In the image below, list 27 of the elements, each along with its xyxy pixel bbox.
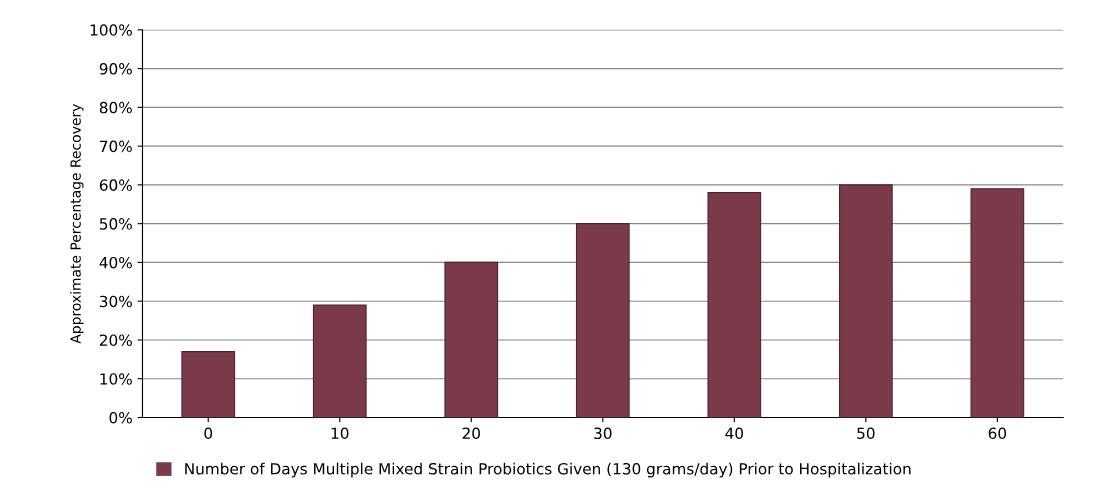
y-tick-label: 90% <box>99 63 132 75</box>
y-tick-label: 60% <box>99 179 132 191</box>
x-tick-label: 10 <box>331 427 349 440</box>
y-tick-label: 0% <box>109 411 132 424</box>
bar <box>444 261 499 418</box>
y-tick-label: 10% <box>100 373 132 385</box>
x-tick-label: 20 <box>462 427 480 440</box>
bar <box>838 184 893 418</box>
x-tick-label: 0 <box>204 427 213 440</box>
y-tick-label: 20% <box>99 334 132 346</box>
bar <box>575 223 630 418</box>
y-tick-label: 100% <box>90 24 132 36</box>
x-tick-label: 60 <box>988 427 1007 440</box>
x-tick-label: 30 <box>594 427 612 440</box>
y-tick-label: 70% <box>100 140 132 153</box>
y-axis-title: Approximate Percentage Recovery <box>70 104 84 344</box>
bar <box>312 304 367 418</box>
legend-label: Number of Days Multiple Mixed Strain Probiotics Given (130 grams/day) Prior to Hospitalization <box>185 462 911 478</box>
bar <box>707 192 762 418</box>
x-tick-label: 50 <box>857 427 875 440</box>
bar <box>181 351 236 418</box>
x-tick-label: 40 <box>725 427 744 440</box>
bar <box>970 188 1025 418</box>
y-tick-label: 40% <box>99 256 132 269</box>
y-tick-label: 30% <box>99 295 132 308</box>
y-tick-label: 50% <box>99 218 132 230</box>
y-tick-label: 80% <box>99 101 132 114</box>
